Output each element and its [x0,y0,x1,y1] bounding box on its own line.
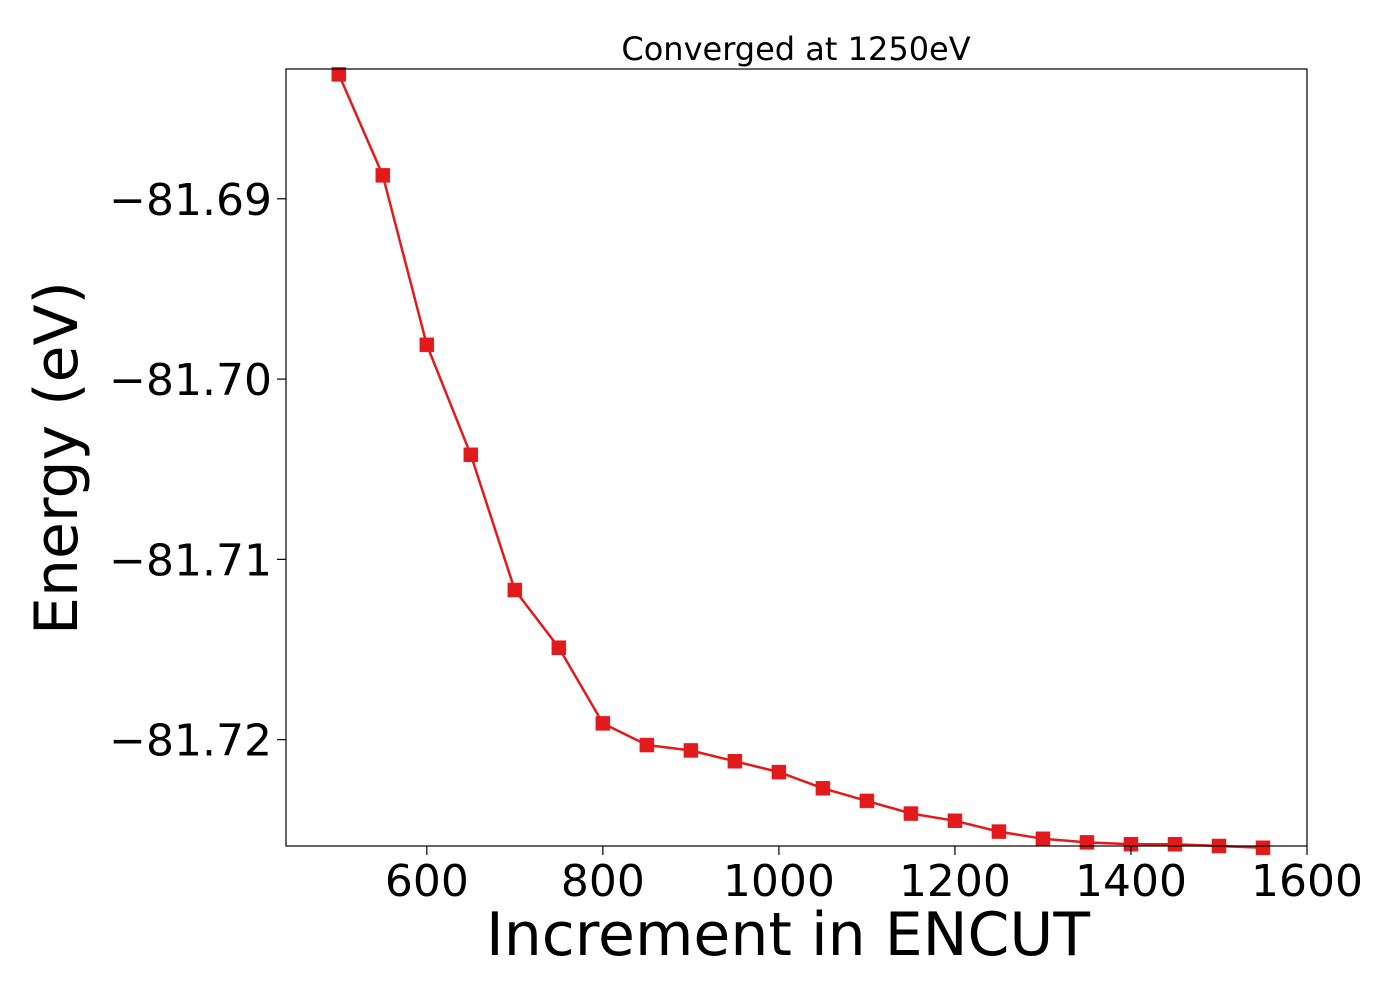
data-point [859,793,875,809]
chart-title: Converged at 1250eV [621,30,970,68]
plot-area [286,69,1307,846]
data-point [727,754,743,769]
data-point [419,337,435,353]
data-point [507,582,523,598]
data-point [1035,831,1051,847]
y-tick-label: −81.72 [109,716,272,767]
x-tick-label: 1400 [1075,856,1187,907]
x-tick-label: 800 [561,856,645,907]
y-axis: −81.69 −81.70 −81.71 −81.72 [109,175,286,767]
data-point [463,447,479,463]
data-point [683,743,699,758]
x-tick-label: 600 [385,856,469,907]
y-tick-label: −81.71 [109,535,272,586]
x-axis-label: Increment in ENCUT [486,900,1090,970]
series-line [337,73,1264,850]
data-point [771,764,787,780]
y-tick-label: −81.70 [109,355,272,406]
data-point [815,781,831,796]
data-point [551,640,567,655]
data-point [947,813,963,829]
x-axis: 600 800 1000 1200 1400 1600 [385,846,1363,907]
data-point [1079,835,1095,850]
data-point [375,168,391,183]
data-point [595,716,611,731]
data-point [1167,836,1183,852]
plot-frame [285,68,1308,847]
data-point [903,806,919,821]
x-tick-label: 1000 [723,856,835,907]
x-tick-label: 1600 [1251,856,1363,907]
y-tick-label: −81.69 [109,175,272,226]
x-tick-label: 1200 [899,856,1011,907]
y-axis-label: Energy (eV) [22,281,92,635]
data-marks [331,67,1271,856]
data-point [991,824,1007,839]
data-point [1255,840,1271,856]
data-point [639,737,655,753]
data-point [331,67,347,82]
